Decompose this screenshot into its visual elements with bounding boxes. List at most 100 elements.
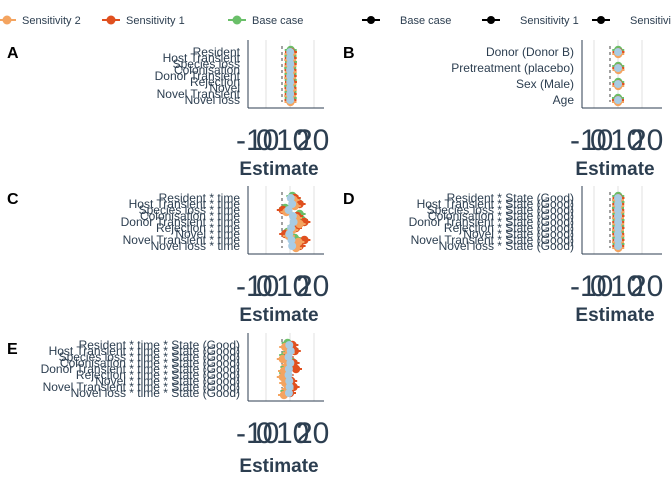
overlay-point xyxy=(284,365,293,373)
legend-label: Sensitivity 1 xyxy=(520,15,579,27)
x-tick-label: 20 xyxy=(296,124,329,157)
category-label: Rejection * State (Good) xyxy=(444,221,574,235)
panel-d: D Resident * State (Good)Host Transient *… xyxy=(343,186,663,326)
x-tick-label: 20 xyxy=(630,270,663,303)
legend-key-point xyxy=(2,15,12,25)
category-label: Resident * time xyxy=(159,191,241,205)
category-label: Novel loss * time * State (Good) xyxy=(71,386,240,400)
x-axis-title: Estimate xyxy=(239,456,318,477)
overlay-point xyxy=(284,389,293,397)
category-label: Pretreatment (placebo) xyxy=(451,61,574,75)
category-label: Host Transient * time xyxy=(129,197,241,211)
overlay-point xyxy=(614,200,623,208)
overlay-point xyxy=(284,353,293,361)
overlay-point xyxy=(285,341,294,349)
category-label: Host Transient xyxy=(163,51,241,65)
category-label: Donor Transient xyxy=(155,69,241,83)
overlay-point xyxy=(286,96,295,104)
category-label: Colonisation xyxy=(174,63,240,77)
x-axis-title: Estimate xyxy=(239,305,318,326)
x-tick-label: 0 xyxy=(590,124,607,157)
overlay-point xyxy=(287,224,296,232)
overlay-point xyxy=(288,200,297,208)
legend-label: Base case xyxy=(252,15,303,27)
category-label: Donor Transient * time xyxy=(121,215,241,229)
overlay-point xyxy=(289,218,298,226)
overlay-point xyxy=(285,377,294,385)
panel-tag: B xyxy=(343,45,355,62)
category-label: Novel loss * State (Good) xyxy=(439,239,574,253)
category-label: Host Transient * time * State (Good) xyxy=(49,344,240,358)
x-tick-label: 0 xyxy=(590,270,607,303)
legend-key-point xyxy=(367,16,375,24)
overlay-point xyxy=(285,383,294,391)
panel-e: E Resident * time * State (Good)Host Tran… xyxy=(7,333,329,477)
category-label: Donor Transient * State (Good) xyxy=(409,215,574,229)
overlay-point xyxy=(286,359,295,367)
category-label: Host Transient * State (Good) xyxy=(417,197,574,211)
category-label: Age xyxy=(553,93,575,107)
overlay-point xyxy=(286,66,295,74)
overlay-point xyxy=(284,371,293,379)
overlay-point xyxy=(286,347,295,355)
overlay-point xyxy=(286,84,295,92)
category-label: Resident * State (Good) xyxy=(447,191,574,205)
category-label: Rejection xyxy=(190,75,240,89)
overlay-point xyxy=(614,224,623,232)
overlay-point xyxy=(286,72,295,80)
overlay-point xyxy=(614,218,623,226)
category-label: Species loss * time xyxy=(139,203,241,217)
panel-tag: C xyxy=(7,191,19,208)
x-tick-label: -10 xyxy=(570,270,613,303)
x-tick-label: 20 xyxy=(296,417,329,450)
overlay-point xyxy=(614,48,623,56)
overlay-point xyxy=(286,194,295,202)
overlay-point xyxy=(286,48,295,56)
category-label: Novel loss xyxy=(185,93,240,107)
panel-b: B Donor (Donor B) Pretreatment (placebo) Se… xyxy=(343,40,663,180)
overlay-point xyxy=(614,80,623,88)
legend-key-point xyxy=(487,16,495,24)
legend-key-point xyxy=(232,15,242,25)
category-label: Novel xyxy=(209,81,240,95)
category-label: Resident * time * State (Good) xyxy=(79,338,240,352)
overlay-point xyxy=(614,96,622,104)
legend-label: Sensitivity 2 xyxy=(22,15,81,27)
category-label: Novel * State (Good) xyxy=(463,227,574,241)
category-label: Novel Transient * State (Good) xyxy=(411,233,574,247)
category-label: Novel * time * State (Good) xyxy=(95,374,240,388)
category-label: Rejection * time * State (Good) xyxy=(76,368,240,382)
x-tick-label: 10 xyxy=(276,417,309,450)
legend: Sensitivity 2 Sensitivity 1 Base case Base … xyxy=(0,15,671,27)
x-tick-label: 0 xyxy=(256,124,273,157)
category-label: Resident xyxy=(193,45,241,59)
overlay-point xyxy=(288,242,297,250)
overlay-point xyxy=(614,206,622,214)
category-label: Sex (Male) xyxy=(516,77,574,91)
x-tick-label: 10 xyxy=(276,270,309,303)
overlay-point xyxy=(286,54,295,62)
category-label: Novel Transient xyxy=(157,87,241,101)
panel-tag: E xyxy=(7,341,18,358)
x-tick-label: 10 xyxy=(610,124,643,157)
x-axis-title: Estimate xyxy=(575,159,654,180)
legend-key-point xyxy=(597,16,605,24)
legend-key-point xyxy=(106,15,116,25)
x-tick-label: 0 xyxy=(256,270,273,303)
category-label: Colonisation * time * State (Good) xyxy=(60,356,240,370)
overlay-point xyxy=(284,206,293,214)
category-label: Novel loss * time xyxy=(151,239,241,253)
overlay-point xyxy=(288,212,297,220)
overlay-point xyxy=(286,60,295,68)
overlay-point xyxy=(614,230,622,238)
x-tick-label: 10 xyxy=(276,124,309,157)
x-tick-label: 20 xyxy=(630,124,663,157)
panel-tag: A xyxy=(7,45,19,62)
category-label: Novel Transient * time * State (Good) xyxy=(43,380,240,394)
x-tick-label: -10 xyxy=(236,124,279,157)
overlay-point xyxy=(286,90,295,98)
